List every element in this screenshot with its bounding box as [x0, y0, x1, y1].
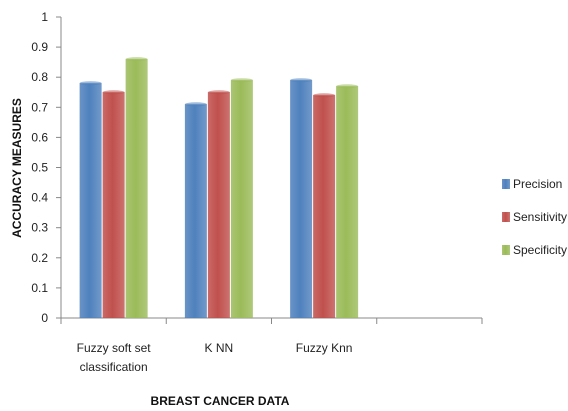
y-tick-label: 1 — [41, 10, 48, 24]
legend-swatch-sensitivity — [502, 212, 510, 222]
x-axis-title: BREAST CANCER DATA — [151, 394, 290, 408]
y-tick-label: 0 — [41, 311, 48, 325]
bar-specificity — [125, 59, 148, 318]
y-tick-label: 0.6 — [31, 130, 48, 144]
bar-top-highlight — [313, 93, 336, 98]
legend-label-specificity: Specificity — [513, 243, 567, 257]
bar-top-highlight — [336, 84, 359, 89]
y-tick-label: 0.4 — [31, 191, 48, 205]
bar-sensitivity — [313, 95, 336, 318]
x-axis: Fuzzy soft set classification K NN Fuzzy Kn… — [60, 317, 483, 374]
y-tick-label: 0.2 — [31, 251, 48, 265]
y-tick-label: 0.3 — [31, 221, 48, 235]
bar-specificity — [336, 86, 359, 318]
bar-top-highlight — [207, 90, 230, 95]
y-tick-label: 0.1 — [31, 281, 48, 295]
y-tick-label: 0.7 — [31, 100, 48, 114]
bar-precision — [79, 83, 102, 318]
x-tick-label: K NN — [205, 341, 234, 355]
y-axis: 0 0.1 0.2 0.3 0.4 0.5 0.6 0.7 0.8 0.9 1 — [31, 10, 62, 325]
legend-label-precision: Precision — [513, 177, 562, 191]
bar-precision — [184, 104, 207, 318]
y-tick-label: 0.8 — [31, 70, 48, 84]
bar-top-highlight — [230, 78, 253, 83]
y-tick-label: 0.9 — [31, 40, 48, 54]
y-tick-label: 0.5 — [31, 161, 48, 175]
bars — [79, 57, 359, 319]
legend-label-sensitivity: Sensitivity — [513, 210, 567, 224]
bar-top-highlight — [290, 78, 313, 83]
legend-swatch-specificity — [502, 245, 510, 255]
bar-top-highlight — [102, 90, 125, 95]
legend-swatch-precision — [502, 179, 510, 189]
bar-top-highlight — [125, 57, 148, 62]
bar-specificity — [230, 80, 253, 319]
bar-sensitivity — [207, 92, 230, 318]
legend: Precision Sensitivity Specificity — [502, 177, 567, 257]
x-tick-label: Fuzzy soft set classification — [77, 341, 152, 374]
x-tick-label: Fuzzy Knn — [296, 341, 353, 355]
bar-sensitivity — [102, 92, 125, 318]
bar-top-highlight — [184, 102, 207, 107]
bar-precision — [290, 80, 313, 319]
bar-top-highlight — [79, 81, 102, 86]
y-axis-title: ACCURACY MEASURES — [10, 98, 24, 238]
